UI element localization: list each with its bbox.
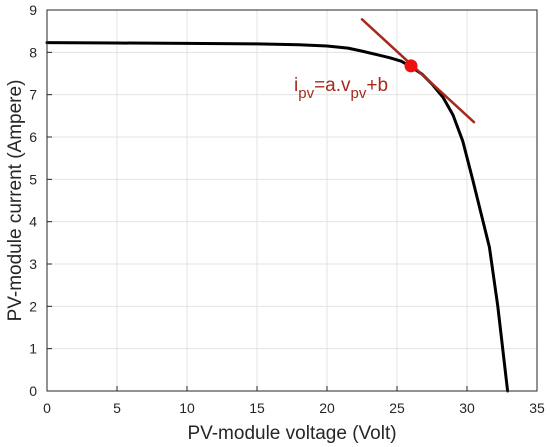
x-tick-label: 0 xyxy=(43,400,51,416)
annotation-subscript: pv xyxy=(351,85,367,102)
annotation-text: i xyxy=(294,75,298,96)
y-tick-label: 9 xyxy=(29,2,37,18)
x-tick-labels: 0 5 10 15 20 25 30 35 xyxy=(43,386,545,416)
y-tick-label: 0 xyxy=(29,383,37,399)
y-tick-label: 8 xyxy=(29,44,37,60)
y-tick-label: 1 xyxy=(29,341,37,357)
x-tick-label: 20 xyxy=(319,400,335,416)
x-tick-label: 10 xyxy=(179,400,195,416)
x-tick-label: 30 xyxy=(459,400,475,416)
x-tick-label: 5 xyxy=(113,400,121,416)
y-axis-label: PV-module current (Ampere) xyxy=(5,80,26,322)
annotation-subscript: pv xyxy=(298,85,314,102)
tangent-line xyxy=(360,18,476,124)
y-tick-labels: 0 1 2 3 4 5 6 7 8 9 xyxy=(29,2,52,399)
plot-area xyxy=(47,10,537,391)
y-tick-label: 3 xyxy=(29,256,37,272)
x-tick-label: 15 xyxy=(249,400,265,416)
x-tick-label: 35 xyxy=(529,400,545,416)
fit-equation-annotation: ipv=a.vpv+b xyxy=(294,75,388,102)
x-axis-label: PV-module voltage (Volt) xyxy=(187,423,396,444)
y-tick-label: 7 xyxy=(29,87,37,103)
annotation-text: =a.v xyxy=(314,75,351,96)
operating-point-marker xyxy=(404,59,418,73)
y-tick-label: 6 xyxy=(29,129,37,145)
y-tick-label: 5 xyxy=(29,171,37,187)
series-group xyxy=(45,18,510,393)
y-tick-label: 4 xyxy=(29,214,37,230)
plot-frame xyxy=(46,9,538,392)
x-tick-label: 25 xyxy=(389,400,405,416)
y-tick-label: 2 xyxy=(29,298,37,314)
annotation-text: +b xyxy=(366,75,388,96)
grid xyxy=(47,10,537,391)
